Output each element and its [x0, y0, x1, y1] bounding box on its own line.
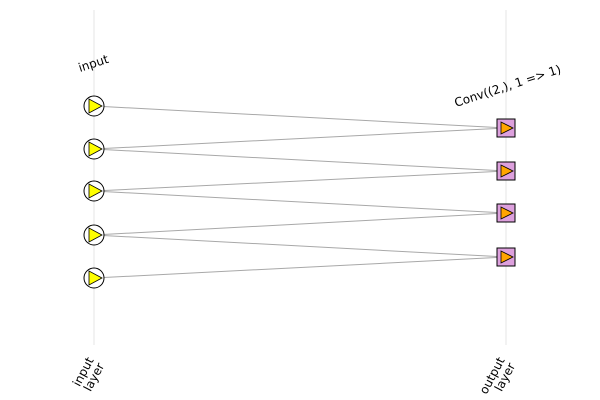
output-layer-title: Conv((2,), 1 => 1): [453, 62, 563, 110]
connection-edge: [93, 190, 507, 214]
output-layer-nodes: [496, 118, 516, 267]
input-neuron: [83, 180, 105, 202]
output-axis-label: output layer: [477, 355, 519, 397]
output-neuron: [496, 203, 516, 223]
input-neuron: [83, 224, 105, 246]
play-triangle-icon: [88, 98, 103, 114]
play-triangle-icon: [500, 121, 514, 135]
play-triangle-icon: [500, 164, 514, 178]
play-triangle-icon: [88, 270, 103, 286]
layer-guide-lines: [93, 10, 507, 345]
output-neuron: [496, 161, 516, 181]
input-neuron: [83, 138, 105, 160]
input-axis-label: input layer: [70, 355, 107, 394]
input-neuron: [83, 95, 105, 117]
play-triangle-icon: [500, 250, 514, 264]
play-triangle-icon: [88, 183, 103, 199]
connection-edge: [93, 148, 507, 172]
output-neuron: [496, 118, 516, 138]
input-neuron: [83, 267, 105, 289]
output-neuron: [496, 247, 516, 267]
connection-edge: [93, 105, 507, 129]
connection-edge: [93, 212, 507, 236]
play-triangle-icon: [88, 141, 103, 157]
connection-edge: [93, 127, 507, 150]
connection-edge: [93, 234, 507, 258]
connections: [93, 105, 507, 279]
play-triangle-icon: [500, 206, 514, 220]
connection-edge: [93, 256, 507, 279]
connection-edge: [93, 170, 507, 192]
input-layer-nodes: [83, 95, 105, 289]
play-triangle-icon: [88, 227, 103, 243]
